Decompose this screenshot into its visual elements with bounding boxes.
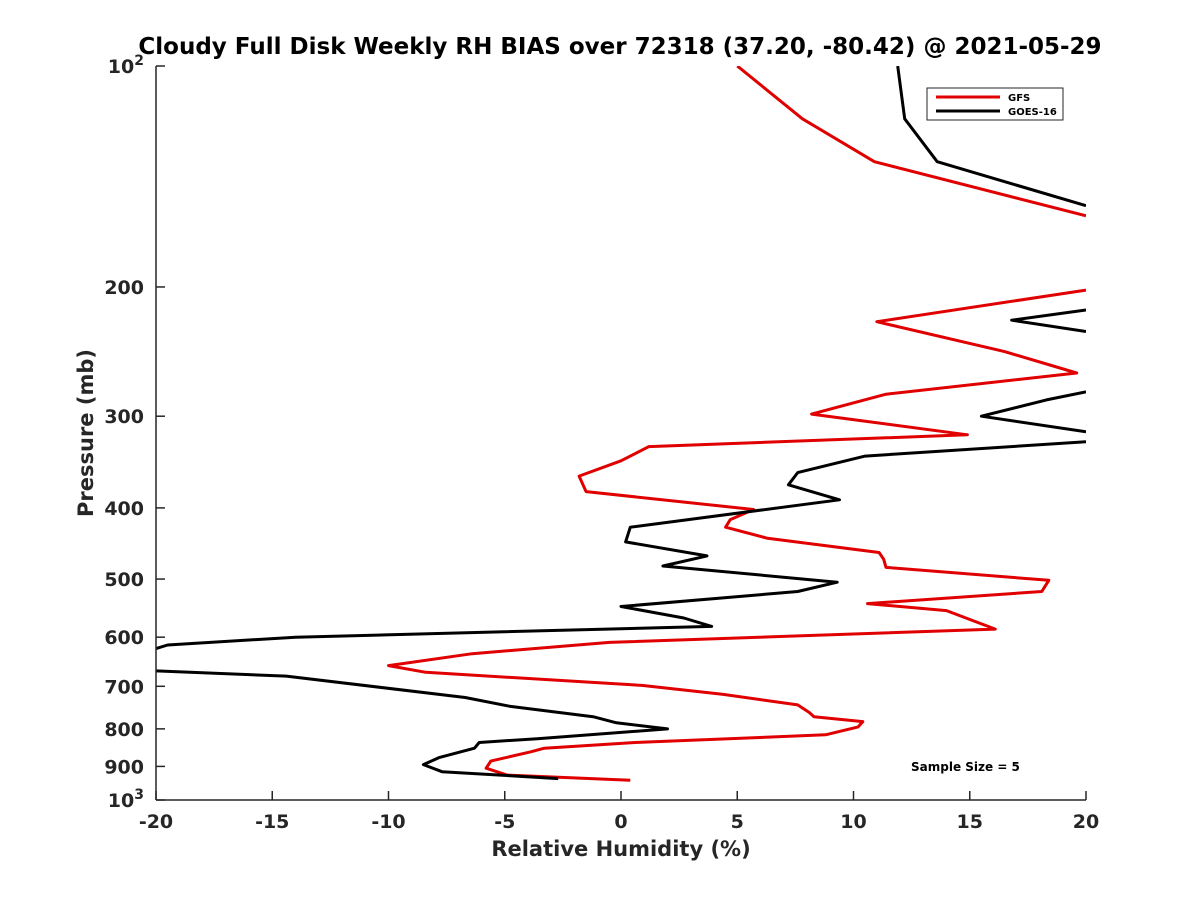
x-tick-label: -10: [371, 811, 405, 833]
series-line-gfs: [387, 66, 1086, 782]
y-tick-label-exponent: 3: [134, 787, 144, 803]
x-tick-label: 15: [957, 811, 983, 833]
chart-title: Cloudy Full Disk Weekly RH BIAS over 723…: [138, 34, 1101, 60]
series-line-goes-16: [156, 66, 1086, 781]
x-tick-label: -5: [494, 811, 515, 833]
y-tick-label: 102: [108, 53, 144, 78]
y-tick-label-exponent: 2: [134, 53, 144, 69]
y-tick-label: 700: [104, 676, 144, 698]
y-tick-label: 800: [104, 719, 144, 741]
legend-label-gfs: GFS: [1008, 93, 1030, 104]
legend-box: [926, 87, 1064, 121]
x-ticks: -20 -15 -10 -5 0 5 10 15 20: [139, 791, 1099, 833]
y-tick-label: 900: [104, 756, 144, 778]
x-tick-label: -15: [255, 811, 289, 833]
y-axis-label: Pressure (mb): [74, 349, 98, 517]
x-tick-label: 20: [1073, 811, 1099, 833]
y-tick-label: 600: [104, 627, 144, 649]
y-tick-label: 500: [104, 569, 144, 591]
y-tick-label: 400: [104, 498, 144, 520]
sample-size-annotation: Sample Size = 5: [911, 760, 1020, 774]
x-tick-label: 10: [840, 811, 866, 833]
legend-label-goes16: GOES-16: [1008, 107, 1057, 118]
y-tick-label: 103: [108, 787, 144, 812]
y-tick-label: 200: [104, 277, 144, 299]
x-tick-label: -20: [139, 811, 173, 833]
x-tick-label: 0: [614, 811, 627, 833]
legend: GFS GOES-16: [926, 87, 1064, 121]
y-tick-label: 300: [104, 406, 144, 428]
x-tick-label: 5: [731, 811, 744, 833]
series-layer: [156, 66, 1086, 782]
y-tick-label-base: 10: [108, 56, 134, 78]
y-tick-label-base: 10: [108, 790, 134, 812]
x-axis-label: Relative Humidity (%): [491, 837, 750, 861]
